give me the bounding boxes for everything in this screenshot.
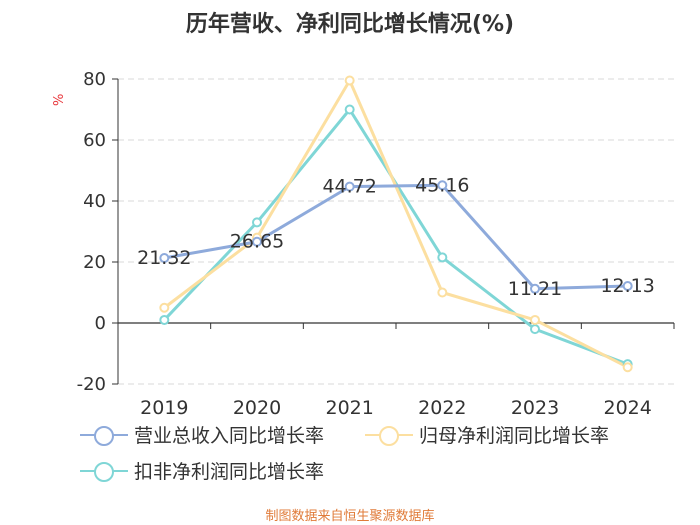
legend-item-revenue[interactable]: 营业总收入同比增长率 [80,421,324,448]
data-point [530,283,540,294]
data-point [159,252,170,263]
data-label: 12.13 [600,275,654,297]
y-tick-label: 0 [95,313,106,334]
y-tick-label: 60 [83,130,106,151]
legend-line-icon [80,425,128,446]
y-tick-label: 80 [83,69,106,90]
data-label: 11.21 [508,278,562,300]
x-tick-label: 2020 [233,397,281,419]
data-point [344,181,355,192]
data-point [437,252,448,263]
data-point [530,314,540,325]
data-point [437,287,448,298]
legend-label: 扣非净利润同比增长率 [134,461,325,483]
data-point [252,236,262,247]
data-point [530,324,540,335]
data-point [344,75,355,86]
legend-label: 营业总收入同比增长率 [134,425,325,447]
y-tick-label: -20 [77,374,106,395]
legend-line-icon [365,425,413,446]
legend-label: 归母净利润同比增长率 [419,425,610,447]
data-label: 21.32 [137,247,191,269]
x-tick-label: 2021 [325,397,373,419]
series-line [164,183,628,291]
x-tick-label: 2022 [418,397,466,419]
x-tick-label: 2019 [140,397,188,419]
data-source-note: 制图数据来自恒生聚源数据库 [265,509,435,524]
data-point [622,281,633,292]
x-tick-label: 2024 [603,397,651,419]
data-point [159,314,170,325]
data-point [622,362,633,373]
legend-item-deducted-profit[interactable]: 扣非净利润同比增长率 [80,457,324,484]
chart-title: 历年营收、净利同比增长情况(%) [185,12,515,37]
data-point [159,302,170,313]
data-point [344,104,355,115]
data-point [437,180,448,191]
data-label: 45.16 [415,174,469,196]
data-point [252,217,262,228]
data-label: 26.65 [230,231,284,253]
x-tick-label: 2023 [511,397,559,419]
data-label: 44.72 [322,176,376,198]
legend-line-icon [80,461,128,482]
y-tick-label: 40 [83,191,106,212]
legend-item-net-profit[interactable]: 归母净利润同比增长率 [365,421,609,448]
y-tick-label: 20 [83,252,106,273]
